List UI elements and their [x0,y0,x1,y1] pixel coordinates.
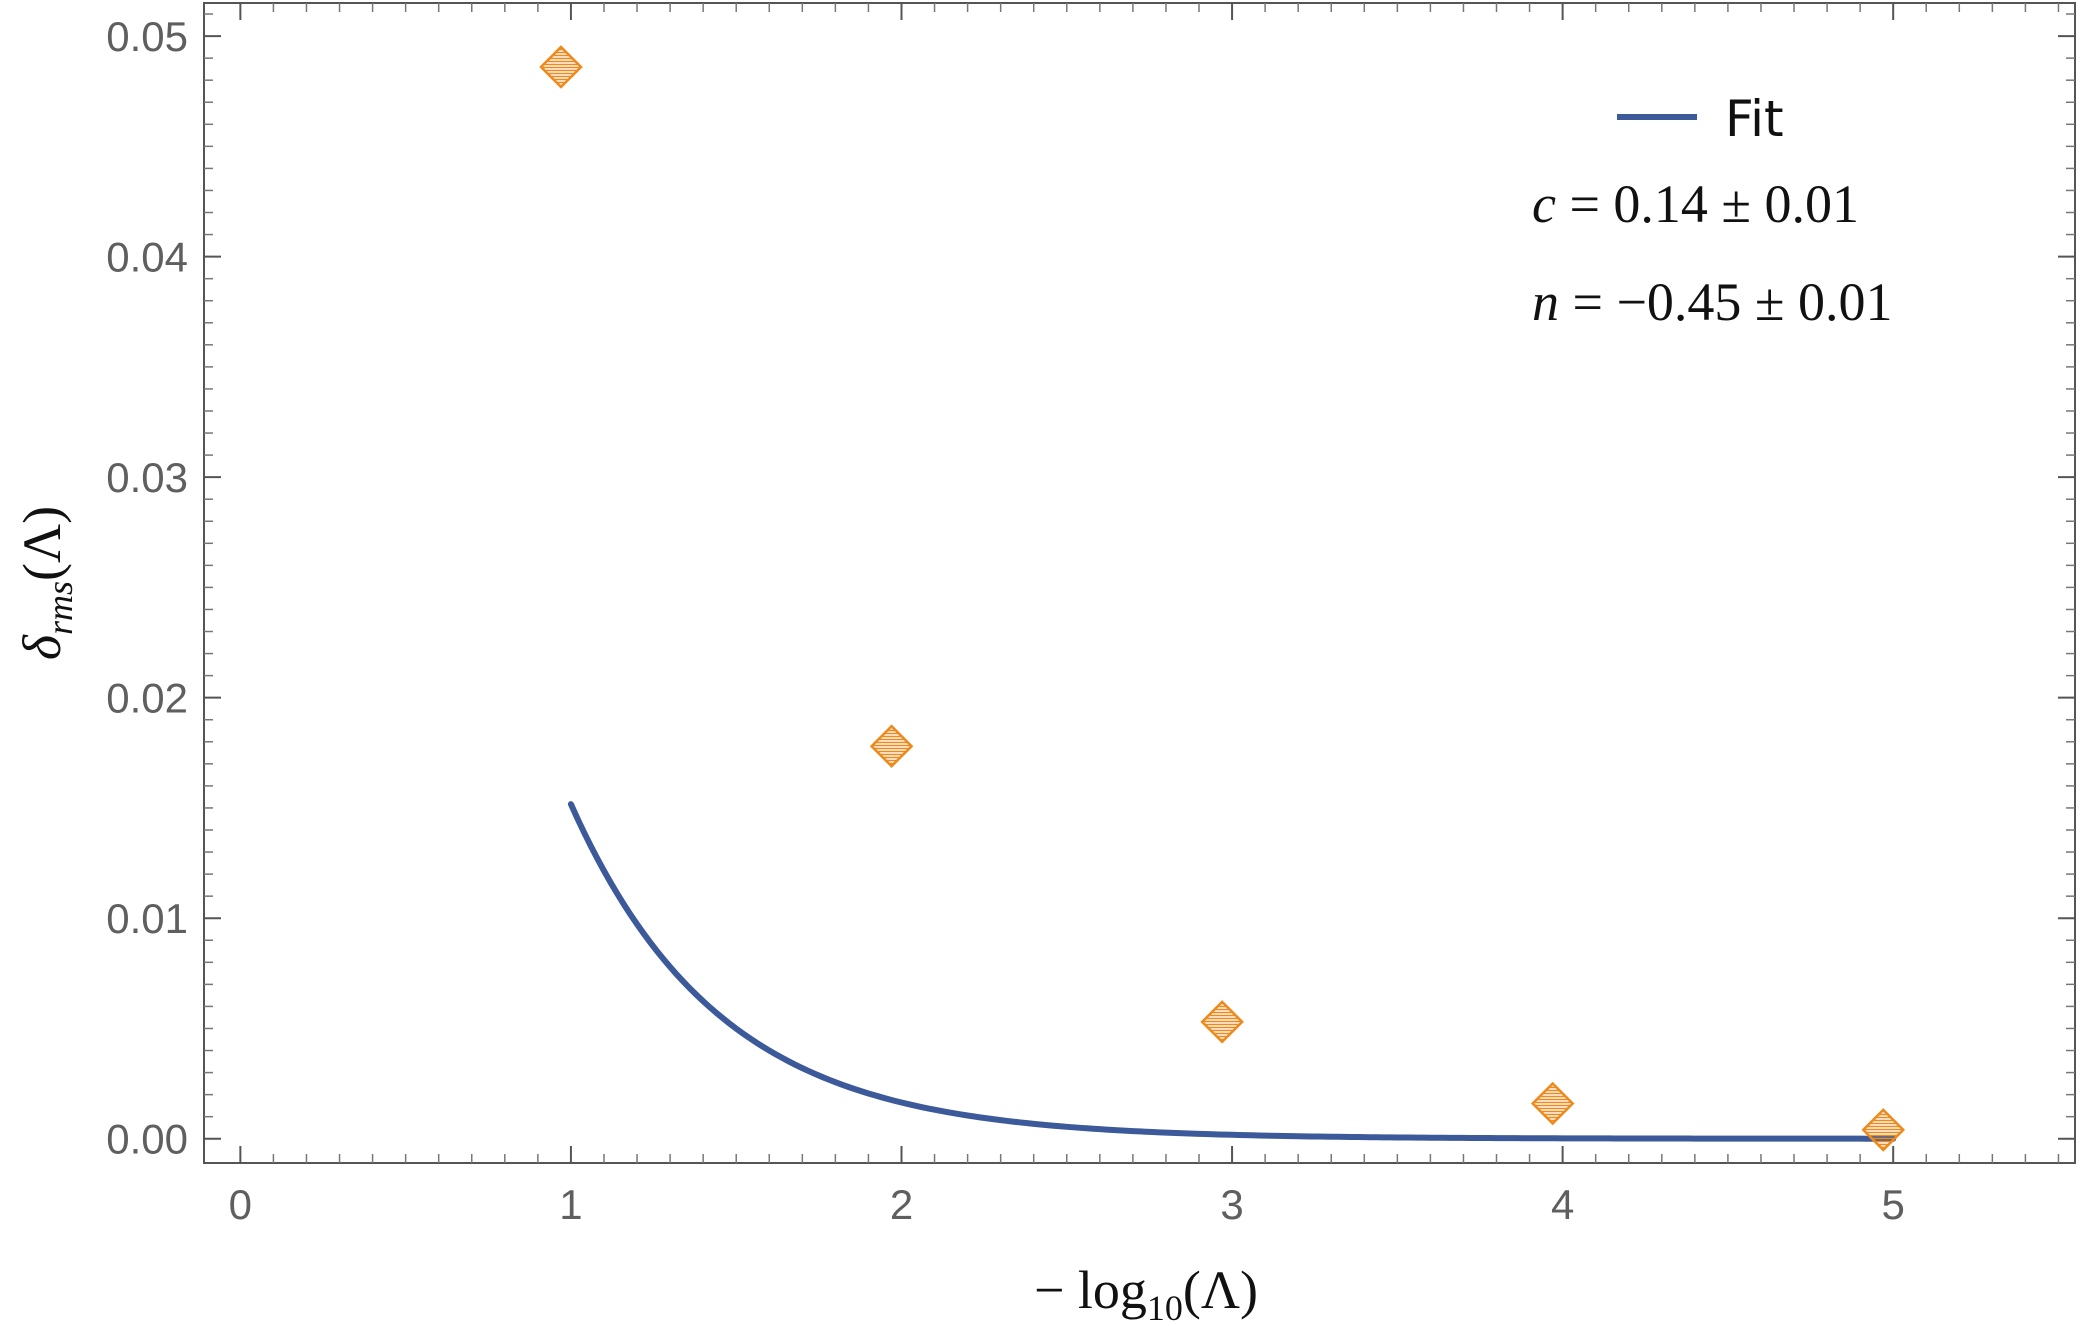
data-point [539,45,583,89]
data-points [539,45,1906,1152]
annotation-n-text: = −0.45 ± 0.01 [1559,272,1893,332]
y-axis-label-suffix: (Λ) [12,506,72,581]
y-axis-label-sub: rms [40,581,80,635]
data-point [1200,1000,1244,1044]
data-point [1861,1108,1906,1152]
y-tick-label: 0.00 [106,1116,188,1163]
x-tick-label: 2 [890,1181,913,1228]
x-tick-label: 5 [1882,1181,1905,1228]
major-ticks [204,3,2075,1163]
x-tick-label: 1 [559,1181,582,1228]
y-axis-label: δrms(Λ) [12,506,80,660]
y-tick-label: 0.05 [106,13,188,60]
x-tick-labels: 0 1 2 3 4 5 [229,1181,1905,1228]
legend-label-fit: Fit [1725,90,1784,148]
x-axis-label-prefix: − log [1034,1260,1147,1320]
x-tick-label: 3 [1220,1181,1243,1228]
data-point [1530,1081,1575,1126]
annotation-n-symbol: n [1532,272,1559,332]
y-tick-label: 0.03 [106,454,188,501]
x-axis-label: − log10(Λ) [1034,1260,1258,1326]
data-point [869,724,914,768]
x-tick-label: 0 [229,1181,252,1228]
annotation-c: c = 0.14 ± 0.01 [1532,174,1859,234]
annotation-c-text: = 0.14 ± 0.01 [1556,174,1859,234]
fit-curve [567,801,1897,1142]
y-axis-label-main: δ [12,634,72,660]
y-tick-label: 0.01 [106,895,188,942]
y-tick-labels: 0.00 0.01 0.02 0.03 0.04 0.05 [106,13,188,1163]
plot-frame [203,2,2076,1164]
minor-ticks [204,3,2075,1163]
annotation-c-symbol: c [1532,174,1556,234]
x-axis-label-sub: 10 [1147,1288,1183,1326]
y-tick-label: 0.04 [106,234,188,281]
y-tick-label: 0.02 [106,675,188,722]
x-tick-label: 4 [1551,1181,1574,1228]
annotation-n: n = −0.45 ± 0.01 [1532,272,1893,332]
legend: Fit [1617,90,1784,148]
x-axis-label-suffix: (Λ) [1183,1260,1258,1320]
